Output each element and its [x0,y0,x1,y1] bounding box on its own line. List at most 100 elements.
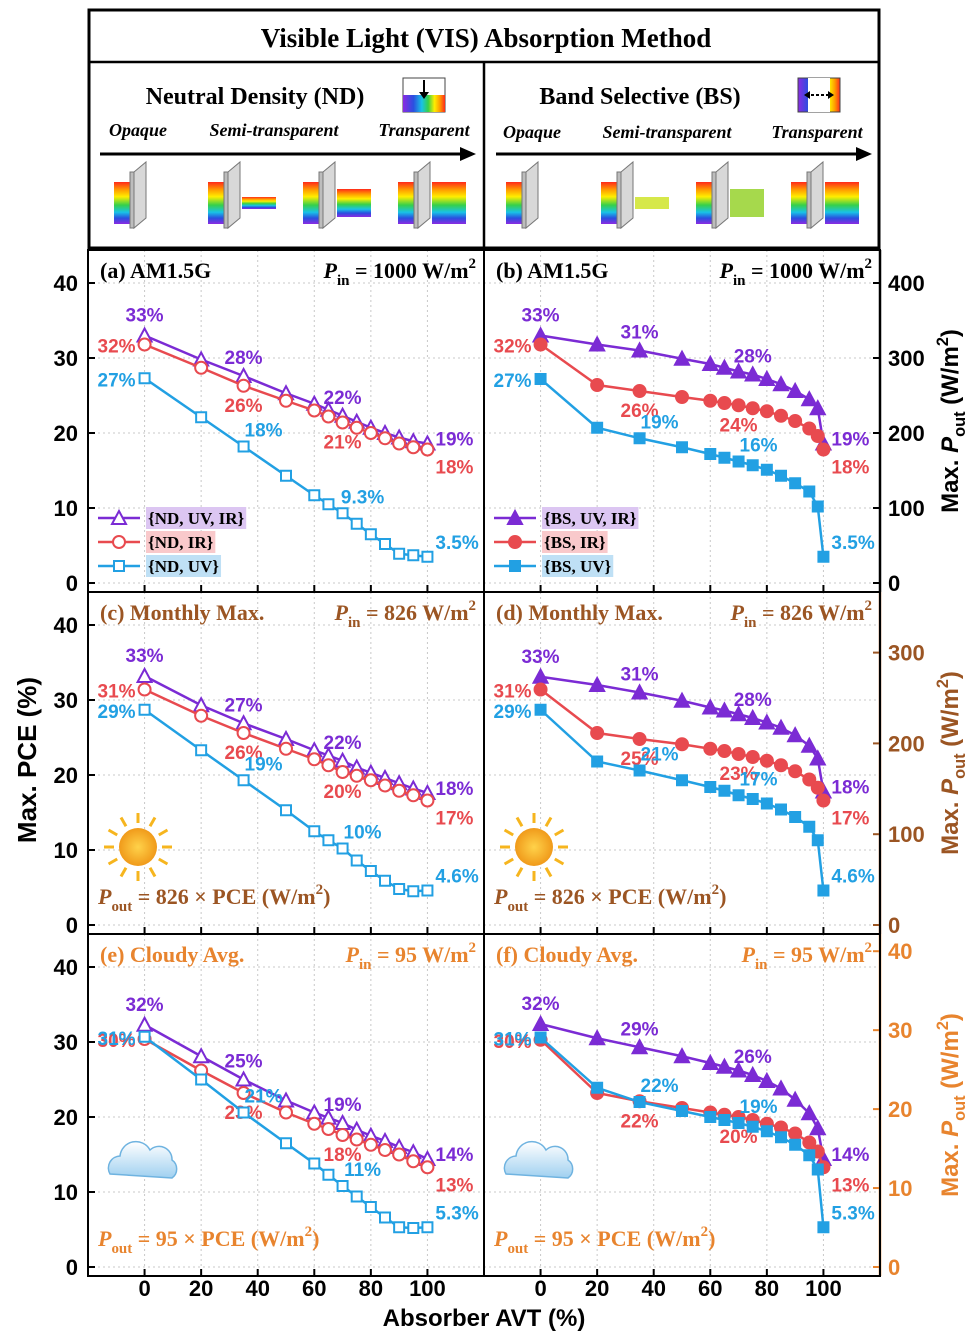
value-label: 4.6% [831,867,874,888]
marker [701,354,719,371]
value-label: 33% [522,306,560,327]
x-tick-label: 100 [805,1276,842,1301]
panel-subtitle: Pin = 95 W/m2 [741,940,873,973]
marker [760,797,773,810]
marker [704,448,717,460]
value-label: 33% [126,306,164,327]
marker [349,420,364,435]
text-part: P [937,778,964,795]
marker [237,774,250,787]
x-tick-label: 0 [534,1276,546,1301]
marker [744,1065,762,1082]
text-part: = 1000 W/m [745,258,864,283]
light-in [303,182,323,224]
marker [135,1015,154,1032]
sun-ray [544,816,553,827]
marker [731,398,746,413]
marker [800,390,818,407]
marker [138,1030,151,1043]
marker [810,429,825,443]
section-title: Neutral Density (ND) [146,84,365,110]
value-label: 17% [740,769,778,790]
marker [809,749,827,766]
text-part: out [951,1095,969,1121]
value-label: 3.5% [831,533,874,554]
y-tick-label: 30 [54,346,78,371]
marker [135,666,154,683]
marker [731,747,746,761]
marker [630,683,649,700]
value-label: 11% [344,1160,381,1181]
value-label: 31% [98,1029,136,1050]
marker [508,535,522,549]
marker [591,421,604,434]
value-label: 18% [831,458,869,479]
value-label: 29% [621,1019,659,1040]
text-part: = 826 W/m [360,600,468,625]
glass-slab [133,160,147,230]
marker [632,732,647,746]
marker [788,414,803,428]
marker [308,825,321,838]
marker [307,1116,322,1131]
text-part: 2 [934,1021,952,1030]
light-in [398,182,418,224]
marker [392,1147,407,1162]
annotation: Pout = 826 × PCE (W/m2) [97,882,330,915]
light-in [114,182,134,224]
y2-tick-label: 0 [888,1255,900,1280]
marker [336,842,349,855]
marker [192,1047,210,1064]
marker [745,750,760,764]
glass-slab [715,160,729,230]
marker [809,399,827,416]
marker [364,1201,377,1213]
text-part: = 95 × PCE (W/m [528,1226,700,1251]
value-label: 20% [324,782,362,803]
marker [195,411,208,424]
marker [138,703,151,716]
light-out [337,189,371,217]
stage-label: Transparent [378,120,470,140]
marker [280,469,292,482]
marker [633,1096,646,1108]
x-tick-label: 80 [755,1276,779,1301]
value-label: 18% [324,1145,362,1166]
value-label: 32% [522,994,560,1015]
marker [786,1090,804,1107]
marker [630,341,649,358]
y2-axis-title: Max. Pout (W/m2) [934,329,969,513]
marker [715,701,734,718]
marker [236,1086,251,1100]
marker [421,884,434,897]
text-part: 2 [316,882,323,898]
marker [718,451,731,464]
y-tick-label: 20 [54,421,78,446]
y-tick-label: 20 [54,1105,78,1130]
marker [350,854,363,867]
bs-icon [797,77,841,113]
marker [803,485,816,498]
marker [746,1120,759,1133]
marker [810,780,825,795]
legend-highlight [542,531,608,553]
legend-label: {BS, UV} [544,557,612,576]
marker [506,508,524,525]
light-out [242,197,276,209]
text-part: 2 [865,940,872,956]
marker [772,375,790,392]
y-tick-label: 0 [66,1255,78,1280]
y2-tick-label: 100 [888,822,925,847]
marker [802,1135,817,1150]
cloud-icon [503,1140,574,1179]
text-part: 2 [934,679,952,688]
marker [236,378,251,393]
value-label: 13% [831,1175,869,1196]
marker [704,781,717,793]
marker [789,811,802,823]
value-label: 31% [494,682,532,703]
marker [591,755,604,768]
panel-title: (c) Monthly Max. [100,600,264,625]
marker [236,726,251,740]
text-part: ) [708,1226,715,1251]
